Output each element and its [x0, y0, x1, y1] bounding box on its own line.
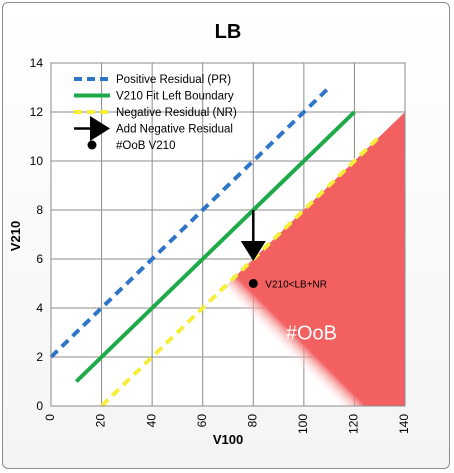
y-tick-label: 10: [30, 154, 44, 168]
y-tick-label: 0: [36, 399, 43, 413]
x-tick-label: 60: [195, 414, 209, 428]
x-tick-label: 20: [94, 414, 108, 428]
y-tick-label: 2: [36, 350, 43, 364]
y-tick-label: 4: [36, 301, 43, 315]
legend-label: Positive Residual (PR): [116, 74, 231, 86]
legend-label: #OoB V210: [116, 140, 175, 152]
series-line-2: [100, 135, 382, 408]
x-tick-label: 120: [347, 414, 361, 434]
y-axis-title: V210: [8, 221, 23, 251]
series-marker-4: [248, 279, 258, 288]
legend-label: V210 Fit Left Boundary: [116, 91, 234, 103]
oob-condition-label: V210<LB+NR: [265, 280, 327, 291]
y-tick-label: 12: [30, 105, 44, 119]
legend: Positive Residual (PR) V210 Fit Left Boun…: [74, 74, 237, 152]
y-tick-label: 6: [36, 252, 43, 266]
tick-labels: 0 20 40 60 80 100 120 140 0 2 4 6 8 10 12 14: [30, 56, 412, 434]
x-tick-label: 100: [296, 414, 310, 434]
series-line-0: [49, 86, 331, 359]
x-axis-title: V100: [213, 432, 243, 447]
series-line-1: [74, 110, 356, 383]
oob-region-label: #OoB: [286, 323, 337, 345]
legend-label: Negative Residual (NR): [116, 107, 237, 119]
legend-label: Add Negative Residual: [116, 124, 233, 136]
x-tick-label: 80: [245, 414, 259, 428]
x-tick-label: 0: [43, 414, 57, 421]
legend-swatch: [87, 140, 97, 150]
x-tick-label: 40: [144, 414, 158, 428]
y-tick-label: 8: [36, 203, 43, 217]
series-layer: [49, 86, 382, 408]
x-tick-label: 140: [397, 414, 411, 434]
plot-border: [50, 62, 406, 407]
chart-title: LB: [215, 21, 242, 43]
y-tick-label: 14: [30, 56, 44, 70]
